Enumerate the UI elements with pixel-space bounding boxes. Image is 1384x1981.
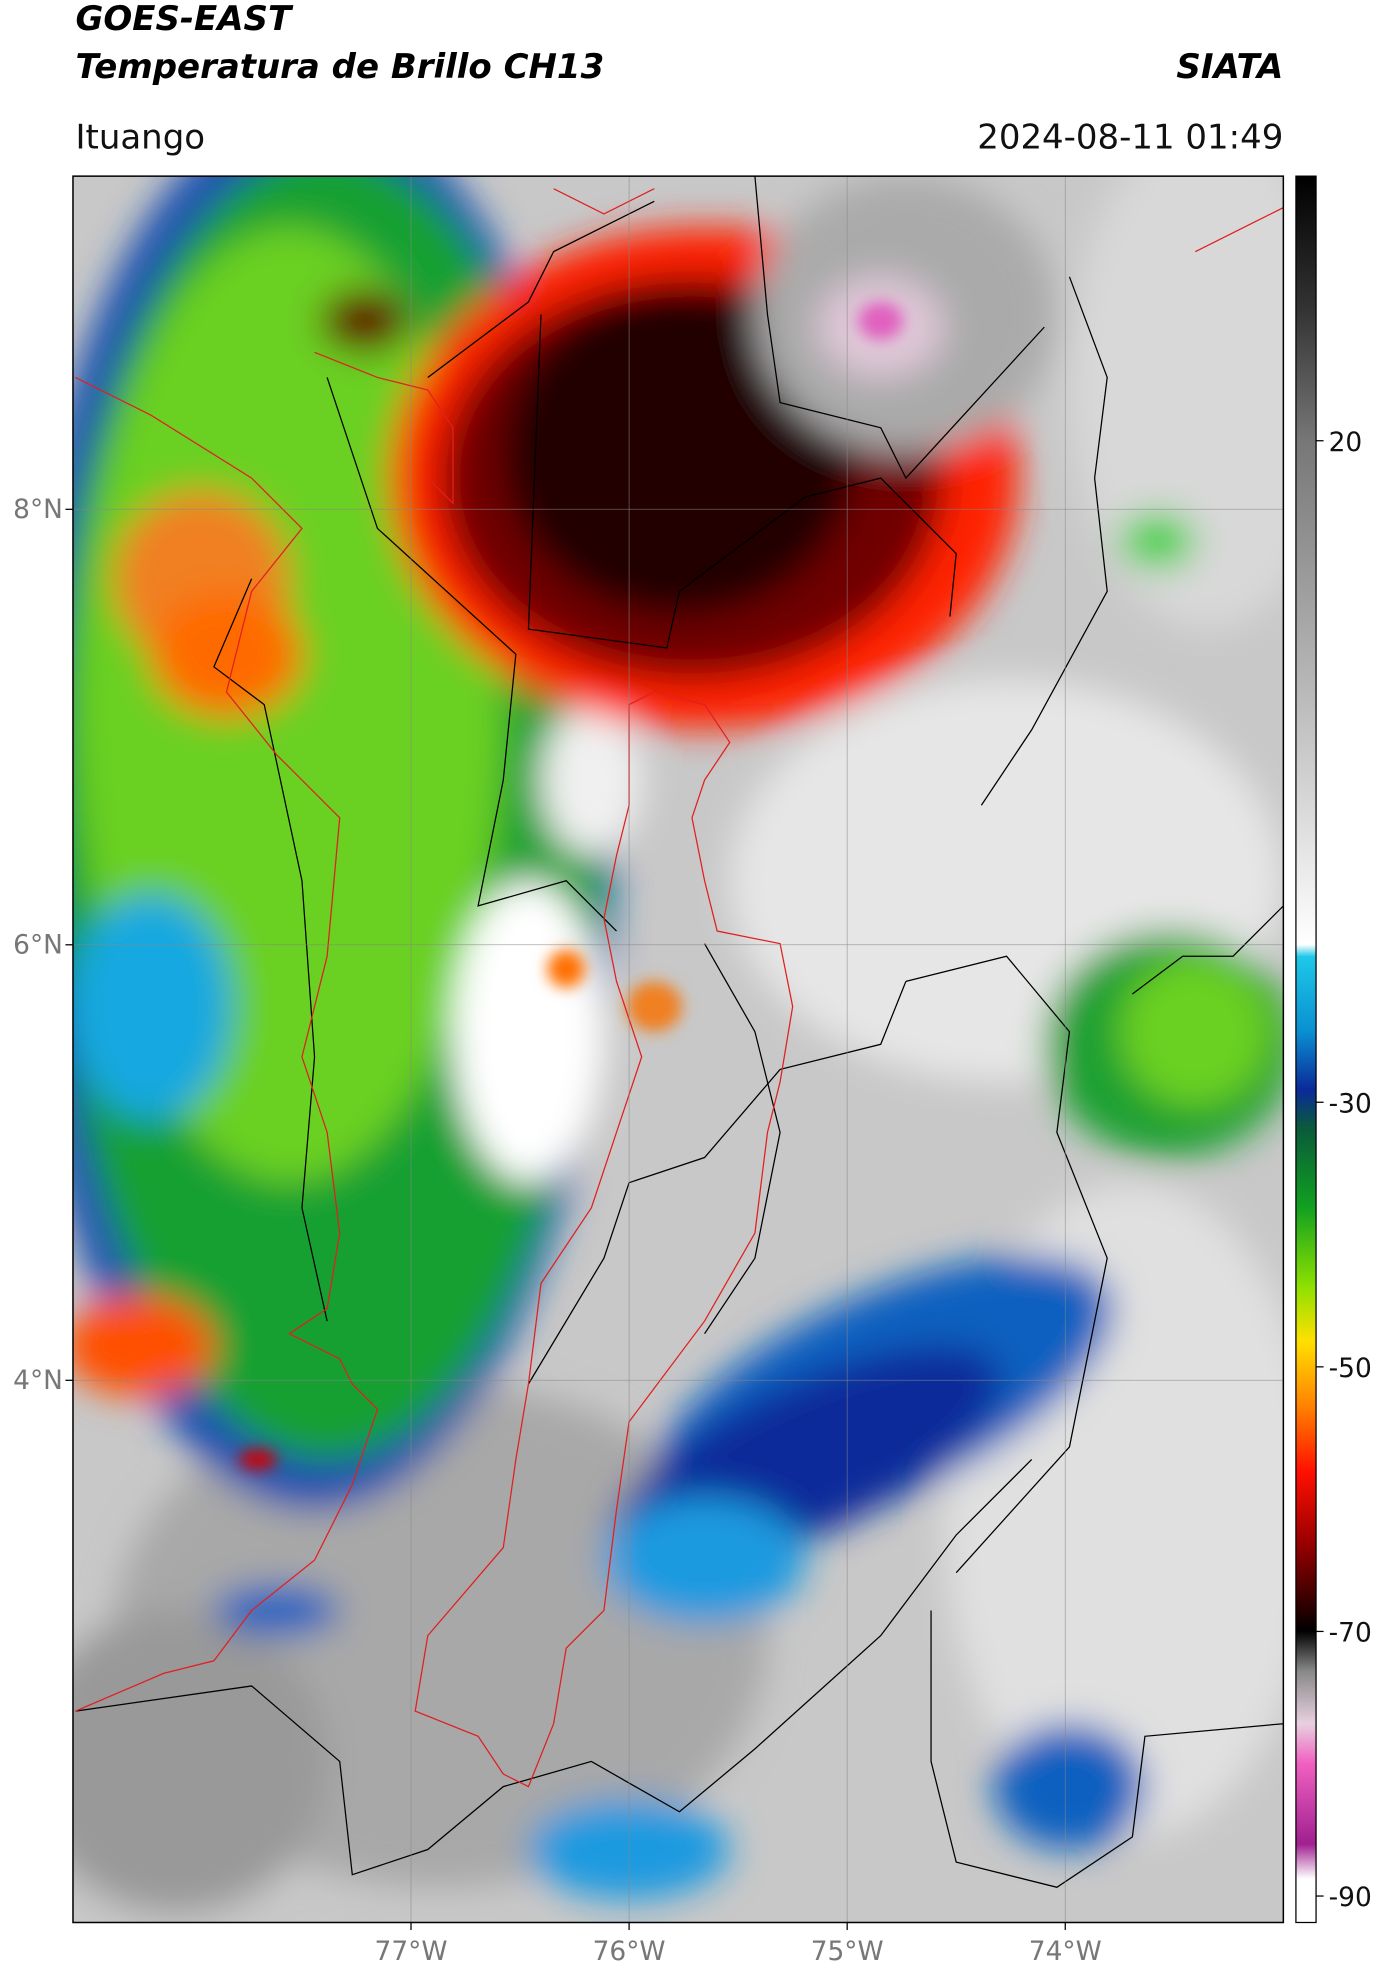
colorbar-tick-label: -70 [1329,1618,1372,1649]
satellite-image [72,176,1284,1923]
colorbar-tick-label: -90 [1329,1882,1372,1913]
location: Ituango [75,117,205,157]
colorbar-tick-label: 20 [1329,427,1363,458]
x-tick-label: 76°W [593,1936,666,1967]
colorbar-tick-label: -30 [1329,1088,1372,1119]
datetime: 2024-08-11 01:49 [977,117,1283,157]
y-tick-label: 8°N [13,494,63,525]
colorbar-ticks: -90 -70 -50 -30 20 [1316,427,1372,1913]
y-tick-label: 6°N [13,930,63,961]
subtitle: Temperatura de Brillo CH13 [75,47,604,87]
map-frame [72,175,1285,1924]
x-tick-label: 77°W [375,1936,448,1967]
y-tick-label: 4°N [13,1365,63,1396]
borders [75,176,1284,1888]
title: GOES-EAST [75,0,293,39]
source: SIATA [1176,47,1283,87]
colorbar-tick-label: -50 [1329,1353,1372,1384]
x-tick-label: 75°W [811,1936,884,1967]
region-borders [75,188,1284,1788]
x-tick-label: 74°W [1029,1936,1102,1967]
grid [65,176,1284,1931]
colorbar [1295,175,1317,1924]
